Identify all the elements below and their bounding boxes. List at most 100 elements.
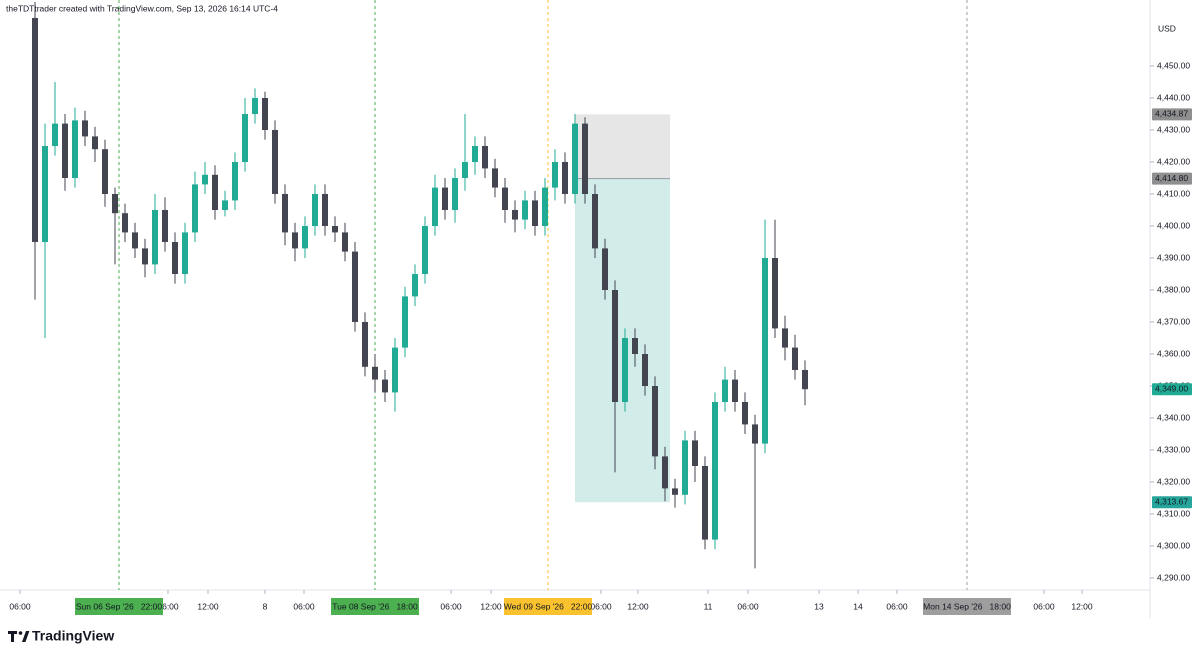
session-label: Wed 09 Sep '26 22:00 xyxy=(504,601,593,611)
y-tick-label: 4,380.00 xyxy=(1157,284,1190,294)
y-tick-label: 4,310.00 xyxy=(1157,508,1190,518)
candle-body xyxy=(622,338,628,402)
x-tick-label: 06:00 xyxy=(440,601,462,611)
x-tick-label: 06:00 xyxy=(737,601,759,611)
candle-body xyxy=(412,274,418,297)
candle-body xyxy=(592,194,598,249)
candle-body xyxy=(372,366,378,380)
candle-body xyxy=(552,162,558,188)
candle-body xyxy=(382,379,388,393)
y-tick-label: 4,340.00 xyxy=(1157,412,1190,422)
risk-zone xyxy=(575,114,670,179)
candle-body xyxy=(782,328,788,348)
candle-body xyxy=(182,232,188,274)
candle-body xyxy=(72,120,78,178)
logo xyxy=(8,631,30,642)
y-tick-label: 4,450.00 xyxy=(1157,60,1190,70)
price-label: 4,313.67 xyxy=(1155,497,1188,507)
y-tick-label: 4,440.00 xyxy=(1157,92,1190,102)
candle-body xyxy=(562,162,568,194)
y-tick-label: 4,390.00 xyxy=(1157,252,1190,262)
x-tick-label: 06:00 xyxy=(590,601,612,611)
candle-body xyxy=(392,347,398,393)
candle-body xyxy=(252,98,258,114)
x-tick-label: 11 xyxy=(704,601,713,611)
price-label: 4,414.80 xyxy=(1155,173,1188,183)
candle-body xyxy=(612,290,618,402)
candle-body xyxy=(672,488,678,495)
candle-body xyxy=(722,379,728,402)
candle-body xyxy=(542,187,548,226)
candle-body xyxy=(762,258,768,444)
candle-body xyxy=(452,178,458,210)
candle-body xyxy=(32,18,38,242)
candle-body xyxy=(242,114,248,162)
session-label: Tue 08 Sep '26 18:00 xyxy=(332,601,418,611)
candle-body xyxy=(642,354,648,386)
candle-body xyxy=(692,440,698,466)
candle-body xyxy=(572,123,578,194)
candle-body xyxy=(462,162,468,178)
candle-body xyxy=(192,184,198,233)
y-tick-label: 4,420.00 xyxy=(1157,156,1190,166)
candle-body xyxy=(662,456,668,489)
candle-body xyxy=(212,174,218,210)
x-tick-label: 06:00 xyxy=(157,601,179,611)
session-box xyxy=(504,598,592,615)
candle-body xyxy=(652,386,658,457)
price-label-box xyxy=(1152,496,1192,509)
candle-body xyxy=(752,424,758,444)
x-tick-label: 13 xyxy=(814,601,824,611)
brand: TradingView xyxy=(32,628,114,644)
candle-body xyxy=(162,210,168,242)
candle-body xyxy=(732,379,738,402)
x-tick-label: 06:00 xyxy=(1033,601,1055,611)
candle-body xyxy=(152,210,158,265)
candle-body xyxy=(312,194,318,226)
y-tick-label: 4,290.00 xyxy=(1157,572,1190,582)
candle-body xyxy=(432,187,438,226)
price-label-box xyxy=(1152,172,1192,185)
logo-mark xyxy=(18,631,23,635)
candle-body xyxy=(402,296,408,348)
candle-body xyxy=(792,347,798,370)
candle-body xyxy=(532,200,538,226)
y-tick-label: 4,400.00 xyxy=(1157,220,1190,230)
candle-body xyxy=(52,123,58,146)
candle-body xyxy=(302,226,308,249)
candle-body xyxy=(522,200,528,220)
candle-body xyxy=(232,162,238,201)
candle-body xyxy=(332,226,338,233)
candle-body xyxy=(282,194,288,233)
candle-body xyxy=(582,123,588,194)
x-tick-label: 12:00 xyxy=(480,601,502,611)
candle-body xyxy=(172,242,178,274)
candle-body xyxy=(482,146,488,169)
candle-body xyxy=(202,174,208,185)
candle-body xyxy=(502,187,508,210)
x-tick-label: 12:00 xyxy=(1071,601,1093,611)
session-label: Mon 14 Sep '26 18:00 xyxy=(923,601,1011,611)
session-box xyxy=(75,598,163,615)
candle-body xyxy=(352,251,358,322)
logo-mark xyxy=(22,631,30,642)
candle-body xyxy=(772,258,778,329)
candle-body xyxy=(292,232,298,249)
y-tick-label: 4,320.00 xyxy=(1157,476,1190,486)
candle-body xyxy=(632,338,638,354)
candle-body xyxy=(422,226,428,274)
y-tick-label: 4,410.00 xyxy=(1157,188,1190,198)
candle-body xyxy=(132,232,138,249)
candle-body xyxy=(342,232,348,252)
candle-body xyxy=(42,146,48,242)
candle-body xyxy=(682,440,688,495)
x-tick-label: 8 xyxy=(263,601,268,611)
x-tick-label: 12:00 xyxy=(197,601,219,611)
y-tick-label: 4,430.00 xyxy=(1157,124,1190,134)
candle-body xyxy=(512,210,518,220)
y-tick-label: 4,370.00 xyxy=(1157,316,1190,326)
currency: USD xyxy=(1158,23,1176,33)
plot xyxy=(32,0,968,590)
candle-body xyxy=(362,322,368,367)
candle-body xyxy=(262,98,268,130)
